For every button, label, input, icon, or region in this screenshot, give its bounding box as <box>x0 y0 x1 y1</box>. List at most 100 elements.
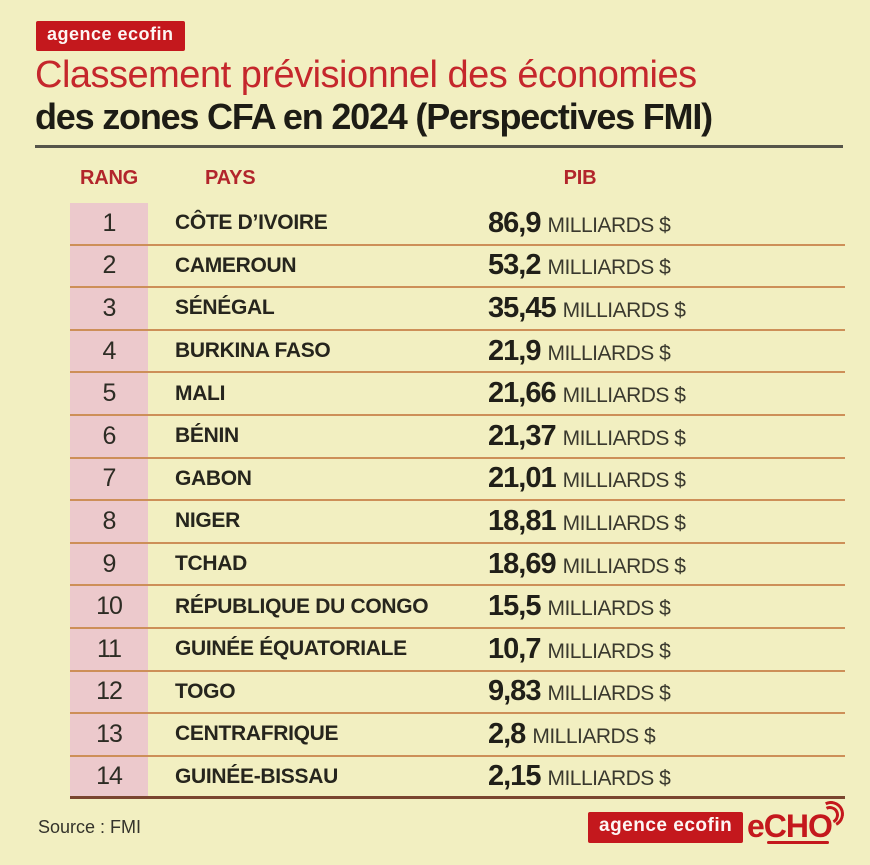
rank-cell: 3 <box>70 288 148 329</box>
gdp-unit: MILLIARDS $ <box>547 341 671 365</box>
gdp-cell: 53,2 MILLIARDS $ <box>488 249 671 282</box>
country-cell: TCHAD <box>175 552 247 576</box>
rank-cell: 14 <box>70 756 148 797</box>
echo-logo-text: eCHO <box>747 808 833 844</box>
table-header: RANG PAYS PIB <box>35 167 845 197</box>
table-row-inner: 13 CENTRAFRIQUE 2,8 MILLIARDS $ <box>70 714 845 757</box>
rank-cell: 6 <box>70 415 148 457</box>
rank-cell: 11 <box>70 628 148 670</box>
gdp-value: 53,2 <box>488 249 541 282</box>
table-body: 1 CÔTE D’IVOIRE 86,9 MILLIARDS $ 2 CAMER… <box>0 203 870 800</box>
gdp-unit: MILLIARDS $ <box>562 298 686 322</box>
table-row-inner: 9 TCHAD 18,69 MILLIARDS $ <box>70 543 845 587</box>
header-divider <box>35 145 843 148</box>
footer-agence-ecofin-badge: agence ecofin <box>588 812 744 843</box>
country-cell: CENTRAFRIQUE <box>175 722 339 746</box>
table-row: 2 CAMEROUN 53,2 MILLIARDS $ <box>0 245 870 289</box>
gdp-unit: MILLIARDS $ <box>562 469 686 493</box>
gdp-cell: 9,83 MILLIARDS $ <box>488 675 671 708</box>
country-cell: GABON <box>175 466 252 490</box>
gdp-unit: MILLIARDS $ <box>547 597 671 621</box>
table-row-inner: 2 CAMEROUN 53,2 MILLIARDS $ <box>70 245 845 289</box>
gdp-value: 21,9 <box>488 334 541 367</box>
rank-cell: 13 <box>70 714 148 755</box>
country-cell: MALI <box>175 381 226 405</box>
country-cell: CAMEROUN <box>175 253 297 277</box>
country-cell: RÉPUBLIQUE DU CONGO <box>175 594 429 618</box>
gdp-unit: MILLIARDS $ <box>532 724 656 748</box>
gdp-cell: 21,9 MILLIARDS $ <box>488 334 671 368</box>
gdp-value: 10,7 <box>488 632 541 665</box>
gdp-value: 21,37 <box>488 419 557 452</box>
country-cell: TOGO <box>175 679 236 703</box>
gdp-cell: 21,37 MILLIARDS $ <box>488 419 686 453</box>
table-row: 7 GABON 21,01 MILLIARDS $ <box>0 458 870 502</box>
source-note: Source : FMI <box>38 817 142 837</box>
table-row-inner: 1 CÔTE D’IVOIRE 86,9 MILLIARDS $ <box>70 203 845 246</box>
gdp-cell: 15,5 MILLIARDS $ <box>488 590 671 623</box>
echo-logo: eCHO <box>747 797 848 845</box>
gdp-unit: MILLIARDS $ <box>547 767 671 791</box>
gdp-cell: 21,66 MILLIARDS $ <box>488 377 686 410</box>
country-cell: BÉNIN <box>175 424 239 448</box>
rank-cell: 8 <box>70 501 148 542</box>
gdp-unit: MILLIARDS $ <box>547 213 671 237</box>
table-row-inner: 10 RÉPUBLIQUE DU CONGO 15,5 MILLIARDS $ <box>70 586 845 629</box>
country-cell: GUINÉE ÉQUATORIALE <box>175 637 407 661</box>
table-row: 13 CENTRAFRIQUE 2,8 MILLIARDS $ <box>0 714 870 757</box>
table-row-inner: 4 BURKINA FASO 21,9 MILLIARDS $ <box>70 330 845 374</box>
country-cell: GUINÉE-BISSAU <box>175 764 338 788</box>
gdp-value: 86,9 <box>488 206 541 239</box>
gdp-cell: 10,7 MILLIARDS $ <box>488 632 671 666</box>
table-row: 11 GUINÉE ÉQUATORIALE 10,7 MILLIARDS $ <box>0 628 870 672</box>
table-row: 1 CÔTE D’IVOIRE 86,9 MILLIARDS $ <box>0 203 870 246</box>
country-cell: BURKINA FASO <box>175 339 331 363</box>
table-row-inner: 7 GABON 21,01 MILLIARDS $ <box>70 458 845 502</box>
column-header-gdp: PIB <box>563 167 597 189</box>
rank-cell: 7 <box>70 458 148 500</box>
gdp-value: 21,66 <box>488 377 557 410</box>
table-row-inner: 5 MALI 21,66 MILLIARDS $ <box>70 373 845 416</box>
gdp-value: 15,5 <box>488 590 541 623</box>
gdp-unit: MILLIARDS $ <box>562 384 686 408</box>
table-row-inner: 6 BÉNIN 21,37 MILLIARDS $ <box>70 415 845 459</box>
rank-cell: 4 <box>70 330 148 372</box>
echo-underline <box>767 841 829 844</box>
table-row: 8 NIGER 18,81 MILLIARDS $ <box>0 501 870 544</box>
rank-cell: 5 <box>70 373 148 414</box>
gdp-cell: 2,15 MILLIARDS $ <box>488 760 671 793</box>
country-cell: CÔTE D’IVOIRE <box>175 211 328 235</box>
gdp-cell: 21,01 MILLIARDS $ <box>488 462 686 495</box>
gdp-value: 21,01 <box>488 462 557 495</box>
column-header-rank: RANG <box>79 167 139 189</box>
gdp-cell: 2,8 MILLIARDS $ <box>488 717 656 751</box>
gdp-unit: MILLIARDS $ <box>547 639 671 663</box>
gdp-unit: MILLIARDS $ <box>547 682 671 706</box>
country-cell: NIGER <box>175 509 241 533</box>
table-row-inner: 3 SÉNÉGAL 35,45 MILLIARDS $ <box>70 288 845 331</box>
country-cell: SÉNÉGAL <box>175 296 275 320</box>
gdp-cell: 18,81 MILLIARDS $ <box>488 504 686 538</box>
gdp-value: 9,83 <box>488 675 541 708</box>
gdp-value: 18,81 <box>488 504 557 537</box>
table-row: 5 MALI 21,66 MILLIARDS $ <box>0 373 870 416</box>
table-row-inner: 12 TOGO 9,83 MILLIARDS $ <box>70 671 845 715</box>
column-header-country: PAYS <box>205 167 256 189</box>
table-row: 4 BURKINA FASO 21,9 MILLIARDS $ <box>0 330 870 374</box>
rank-cell: 1 <box>70 203 148 244</box>
gdp-value: 35,45 <box>488 291 557 324</box>
page-title-line2: des zones CFA en 2024 (Perspectives FMI) <box>35 96 713 137</box>
table-row: 12 TOGO 9,83 MILLIARDS $ <box>0 671 870 715</box>
gdp-value: 2,8 <box>488 717 526 750</box>
gdp-unit: MILLIARDS $ <box>562 426 686 450</box>
rank-cell: 12 <box>70 671 148 713</box>
gdp-unit: MILLIARDS $ <box>562 511 686 535</box>
page-title-line1: Classement prévisionnel des économies <box>35 54 697 96</box>
gdp-cell: 35,45 MILLIARDS $ <box>488 291 686 325</box>
gdp-cell: 86,9 MILLIARDS $ <box>488 206 671 240</box>
agence-ecofin-badge: agence ecofin <box>36 21 185 51</box>
table-row: 14 GUINÉE-BISSAU 2,15 MILLIARDS $ <box>0 756 870 800</box>
gdp-unit: MILLIARDS $ <box>547 256 671 280</box>
table-row: 9 TCHAD 18,69 MILLIARDS $ <box>0 543 870 587</box>
table-row-inner: 8 NIGER 18,81 MILLIARDS $ <box>70 501 845 544</box>
